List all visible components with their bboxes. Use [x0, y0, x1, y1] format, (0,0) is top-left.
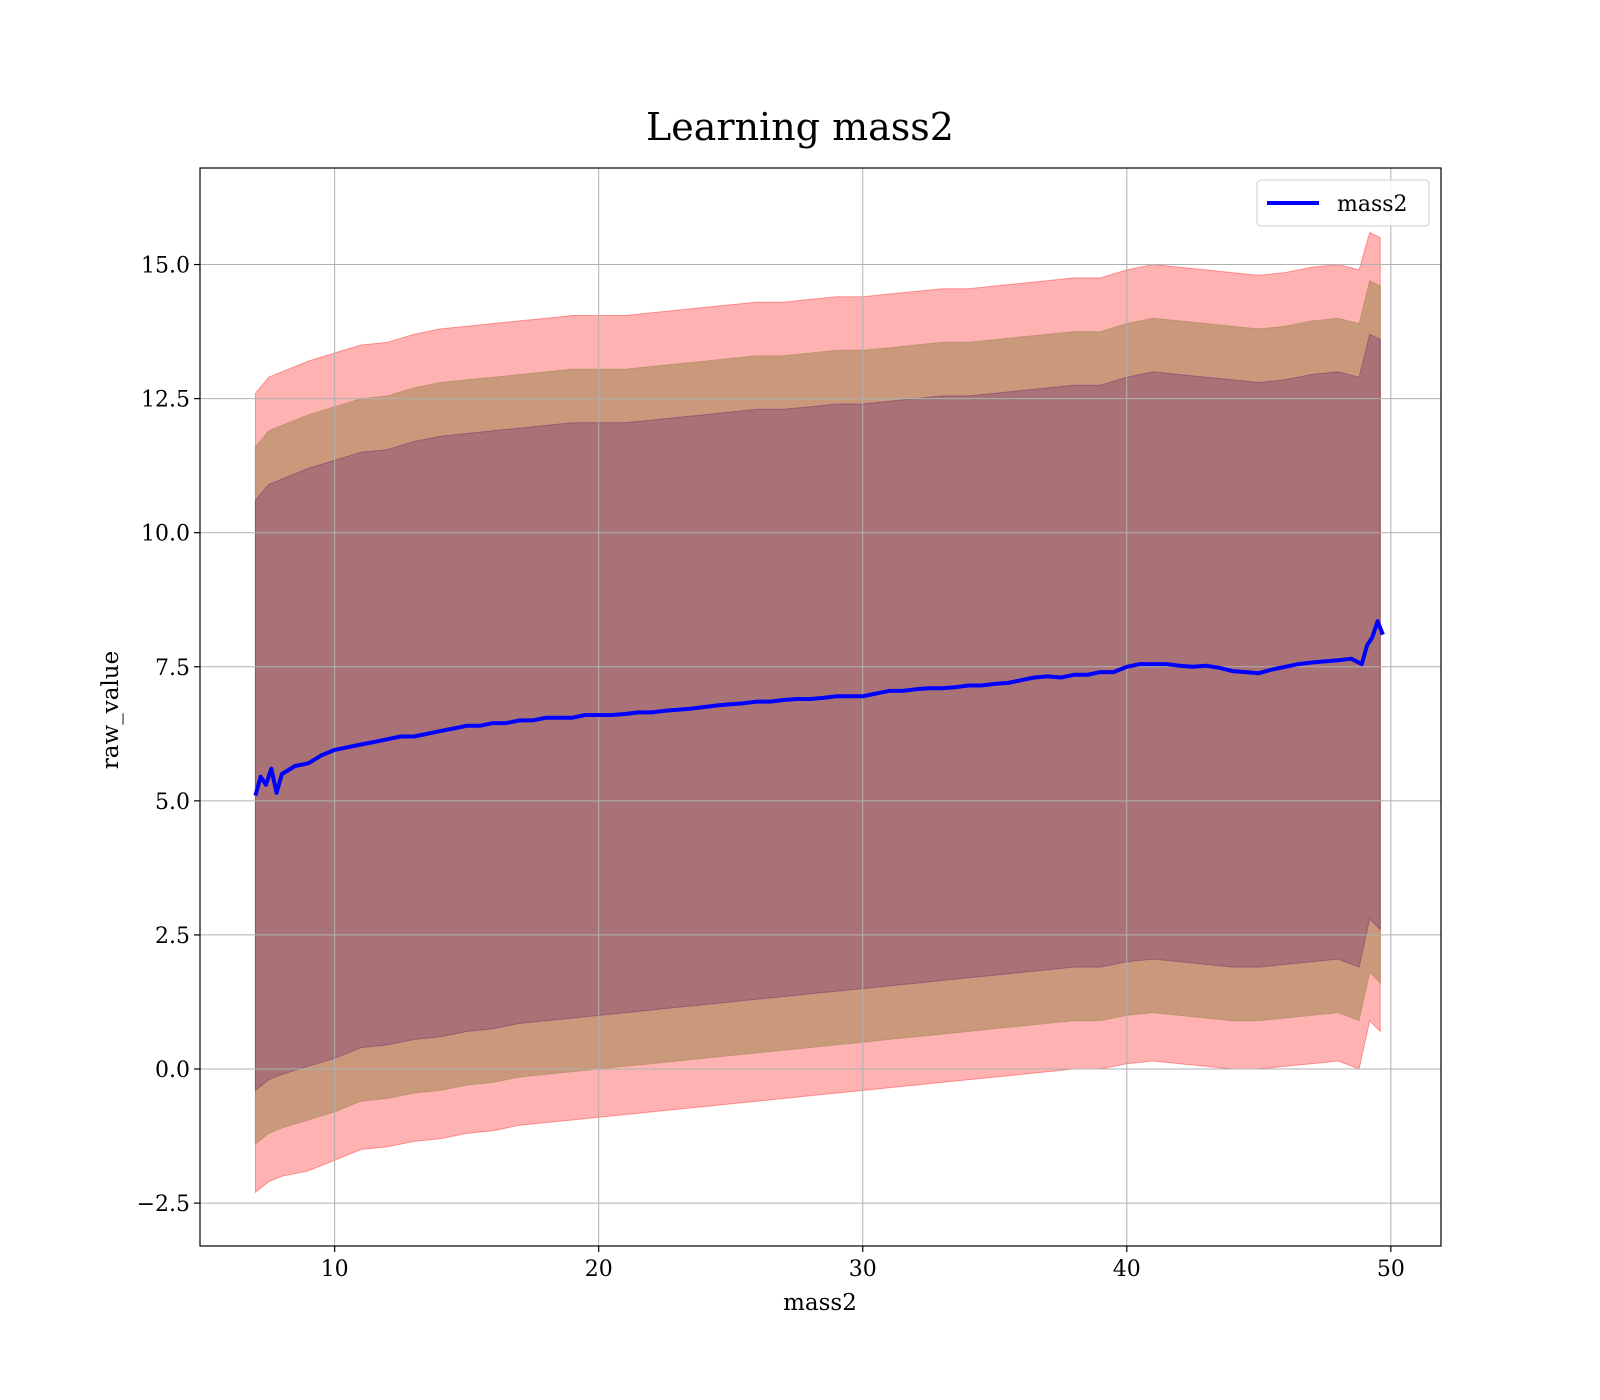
series-line-mass2	[253, 619, 1385, 797]
axes-frame	[199, 167, 1442, 1247]
x-tick-label: 30	[849, 1257, 877, 1282]
plot-area: 10 20 30 40 50 −2.5 0.0 2.5 5.0 7.5 10.0 12.5 15.0 ma…	[137, 167, 1442, 1282]
y-tick-label: 2.5	[155, 924, 190, 949]
confidence-band-1	[254, 231, 1381, 1194]
y-tick-label: 0.0	[155, 1058, 190, 1083]
confidence-band-3	[254, 333, 1381, 1092]
x-tick-label: 20	[585, 1257, 613, 1282]
confidence-band-2	[254, 279, 1381, 1146]
x-axis-label: mass2	[783, 1290, 857, 1316]
y-tick-label: −2.5	[137, 1192, 190, 1217]
chart-title: Learning mass2	[646, 105, 954, 149]
x-tick-label: 50	[1377, 1257, 1405, 1282]
y-tick-label: 5.0	[155, 790, 190, 815]
y-tick-label: 10.0	[141, 522, 190, 547]
x-tick-label: 40	[1113, 1257, 1141, 1282]
legend-box	[1256, 179, 1430, 227]
y-tick-label: 7.5	[155, 656, 190, 681]
y-tick-label: 12.5	[141, 388, 190, 413]
y-tick-label: 15.0	[141, 254, 190, 279]
legend-label: mass2	[1337, 192, 1408, 217]
y-axis-label: raw_value	[98, 651, 124, 769]
axes-background	[200, 168, 1441, 1246]
x-tick-label: 10	[321, 1257, 349, 1282]
